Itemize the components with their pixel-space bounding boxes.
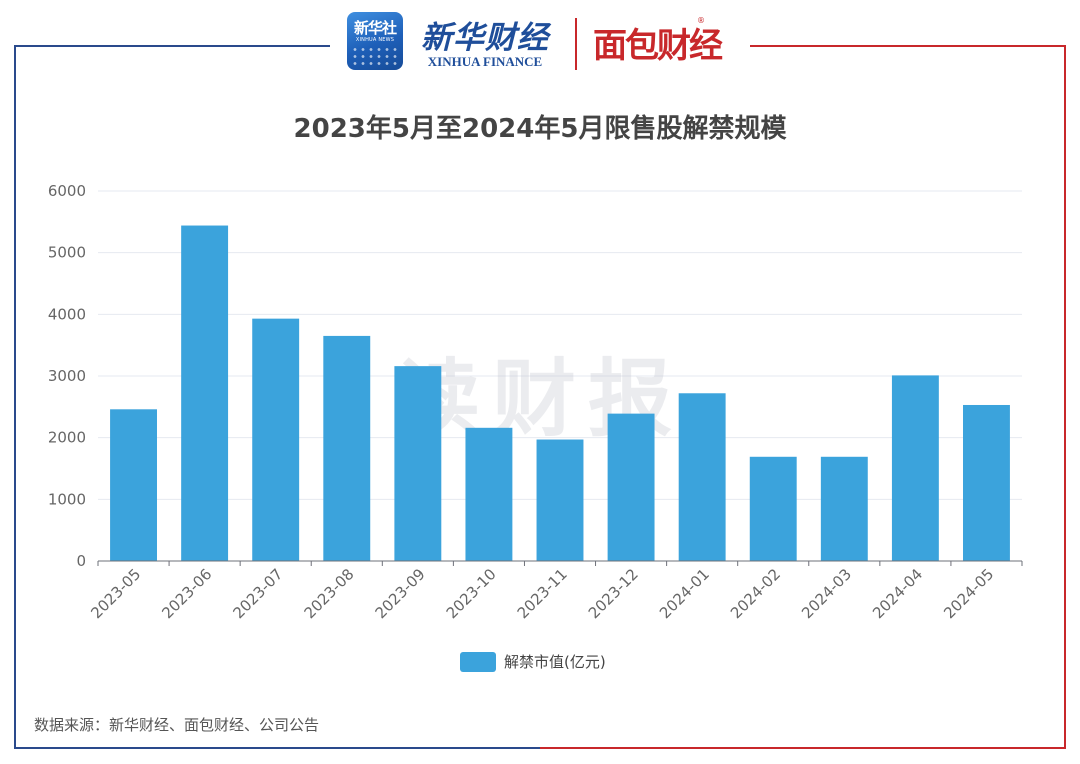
bar-2023-08[interactable]: [323, 335, 371, 561]
y-tick-label: 1000: [48, 490, 86, 508]
xinhua-seal-subtext: XINHUA NEWS: [355, 37, 395, 43]
bar-2023-06[interactable]: [181, 225, 229, 562]
bar-2024-02[interactable]: [749, 456, 797, 561]
x-tick-label: 2023-06: [158, 565, 215, 622]
x-tick-label: 2023-10: [443, 565, 500, 622]
x-tick-label: 2023-09: [372, 565, 429, 622]
bar-2024-05[interactable]: [963, 404, 1010, 561]
xinhua-finance-logo-en: XINHUA FINANCE: [427, 54, 543, 69]
xinhua-finance-logo-cn: 新华财经: [421, 20, 549, 56]
y-tick-label: 4000: [48, 305, 86, 323]
header: 新华社 XINHUA NEWS 新华财经 XINHUA FINANCE 面包财经…: [335, 8, 747, 74]
xinhua-news-logo: 新华社 XINHUA NEWS: [347, 12, 403, 70]
x-tick-label: 2023-08: [301, 565, 358, 622]
frame-right-border: [540, 45, 1066, 749]
legend[interactable]: 解禁市值(亿元): [460, 652, 606, 672]
bar-2023-09[interactable]: [394, 366, 442, 561]
frame-left-border: [14, 45, 540, 749]
bar-2023-10[interactable]: [465, 427, 513, 561]
x-tick-label: 2024-04: [869, 565, 926, 622]
bars: [110, 225, 1010, 562]
bar-2023-11[interactable]: [536, 439, 584, 561]
mianbao-finance-logo: 面包财经: [593, 26, 723, 66]
bar-2024-01[interactable]: [678, 393, 726, 561]
header-divider: [575, 18, 577, 70]
y-tick-label: 3000: [48, 367, 86, 385]
x-tick-label: 2024-05: [940, 565, 997, 622]
chart-title: 2023年5月至2024年5月限售股解禁规模: [294, 113, 788, 144]
x-tick-label: 2023-12: [585, 565, 642, 622]
grid-lines: [98, 190, 1022, 500]
legend-swatch: [460, 652, 496, 672]
xinhua-seal-text: 新华社: [353, 19, 397, 37]
x-tick-label: 2024-03: [798, 565, 855, 622]
bar-2024-04[interactable]: [891, 375, 939, 561]
x-tick-label: 2024-02: [727, 565, 784, 622]
bar-2023-05[interactable]: [110, 409, 157, 561]
x-tick-label: 2023-07: [229, 565, 286, 622]
x-tick-label: 2023-11: [514, 565, 571, 622]
source-note: 数据来源：新华财经、面包财经、公司公告: [34, 716, 320, 734]
bar-2024-03[interactable]: [820, 456, 868, 561]
y-tick-label: 2000: [48, 429, 86, 447]
y-tick-label: 0: [76, 552, 86, 570]
y-tick-label: 6000: [48, 182, 86, 200]
xinhua-seal-network-pattern: [351, 46, 399, 66]
y-tick-label: 5000: [48, 244, 86, 262]
x-tick-label: 2024-01: [656, 565, 713, 622]
y-axis-ticks: 0 1000 2000 3000 4000 5000 6000: [48, 182, 86, 570]
legend-label: 解禁市值(亿元): [504, 653, 606, 671]
x-axis-ticks: 2023-05 2023-06 2023-07 2023-08 2023-09 2023-…: [87, 561, 1023, 622]
x-tick-label: 2023-05: [87, 565, 144, 622]
bar-2023-07[interactable]: [252, 318, 300, 561]
bar-2023-12[interactable]: [607, 413, 655, 561]
mianbao-registered-mark: ®: [697, 16, 705, 25]
